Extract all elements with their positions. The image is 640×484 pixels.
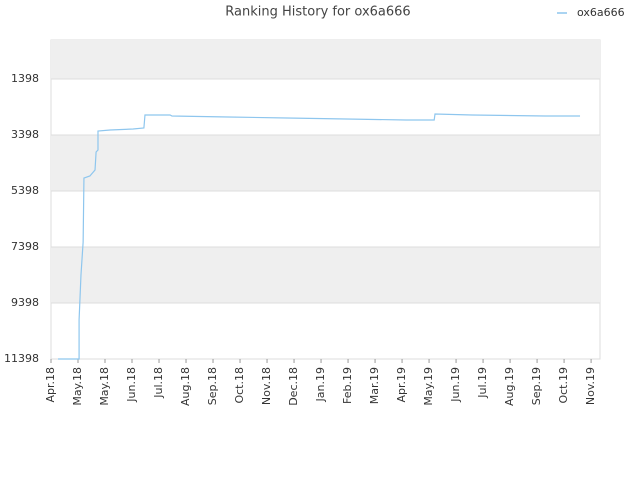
- y-tick-label: 9398: [11, 296, 39, 309]
- chart-title: Ranking History for ox6a666: [225, 5, 410, 20]
- x-tick-label: Aug.18: [179, 367, 192, 406]
- y-tick-label: 5398: [11, 184, 39, 197]
- legend-label: ox6a666: [577, 6, 625, 19]
- x-tick-label: Oct.19: [557, 367, 570, 404]
- x-tick-label: Jan.19: [314, 367, 327, 402]
- x-tick-label: Aug.19: [503, 367, 516, 406]
- x-tick-label: Dec.18: [287, 367, 300, 406]
- x-tick-label: Feb.19: [341, 367, 354, 404]
- y-tick-label: 7398: [11, 240, 39, 253]
- x-tick-label: Mar.19: [368, 367, 381, 404]
- x-tick-label: Jun.18: [125, 367, 138, 403]
- y-tick-label: 1398: [11, 72, 39, 85]
- band: [51, 247, 600, 304]
- x-tick-label: Apr.19: [395, 367, 408, 403]
- x-tick-label: May.18: [98, 367, 111, 406]
- x-tick-label: Jun.19: [449, 367, 462, 403]
- plot-area: [50, 39, 601, 360]
- y-tick-label: 11398: [4, 352, 39, 365]
- x-tick-label: Jul.19: [476, 367, 489, 399]
- x-tick-label: Nov.19: [584, 367, 597, 405]
- x-tick-label: Sep.18: [206, 367, 219, 405]
- x-tick-label: May.19: [422, 367, 435, 406]
- band: [51, 40, 600, 80]
- line: [58, 113, 581, 360]
- x-tick-label: Nov.18: [260, 367, 273, 405]
- x-tick-label: Apr.18: [44, 367, 57, 403]
- x-tick-label: Oct.18: [233, 367, 246, 404]
- x-tick-label: Jul.18: [152, 367, 165, 399]
- x-tick-label: Sep.19: [530, 367, 543, 405]
- band: [51, 135, 600, 192]
- y-tick-label: 3398: [11, 128, 39, 141]
- x-tick-label: May.18: [71, 367, 84, 406]
